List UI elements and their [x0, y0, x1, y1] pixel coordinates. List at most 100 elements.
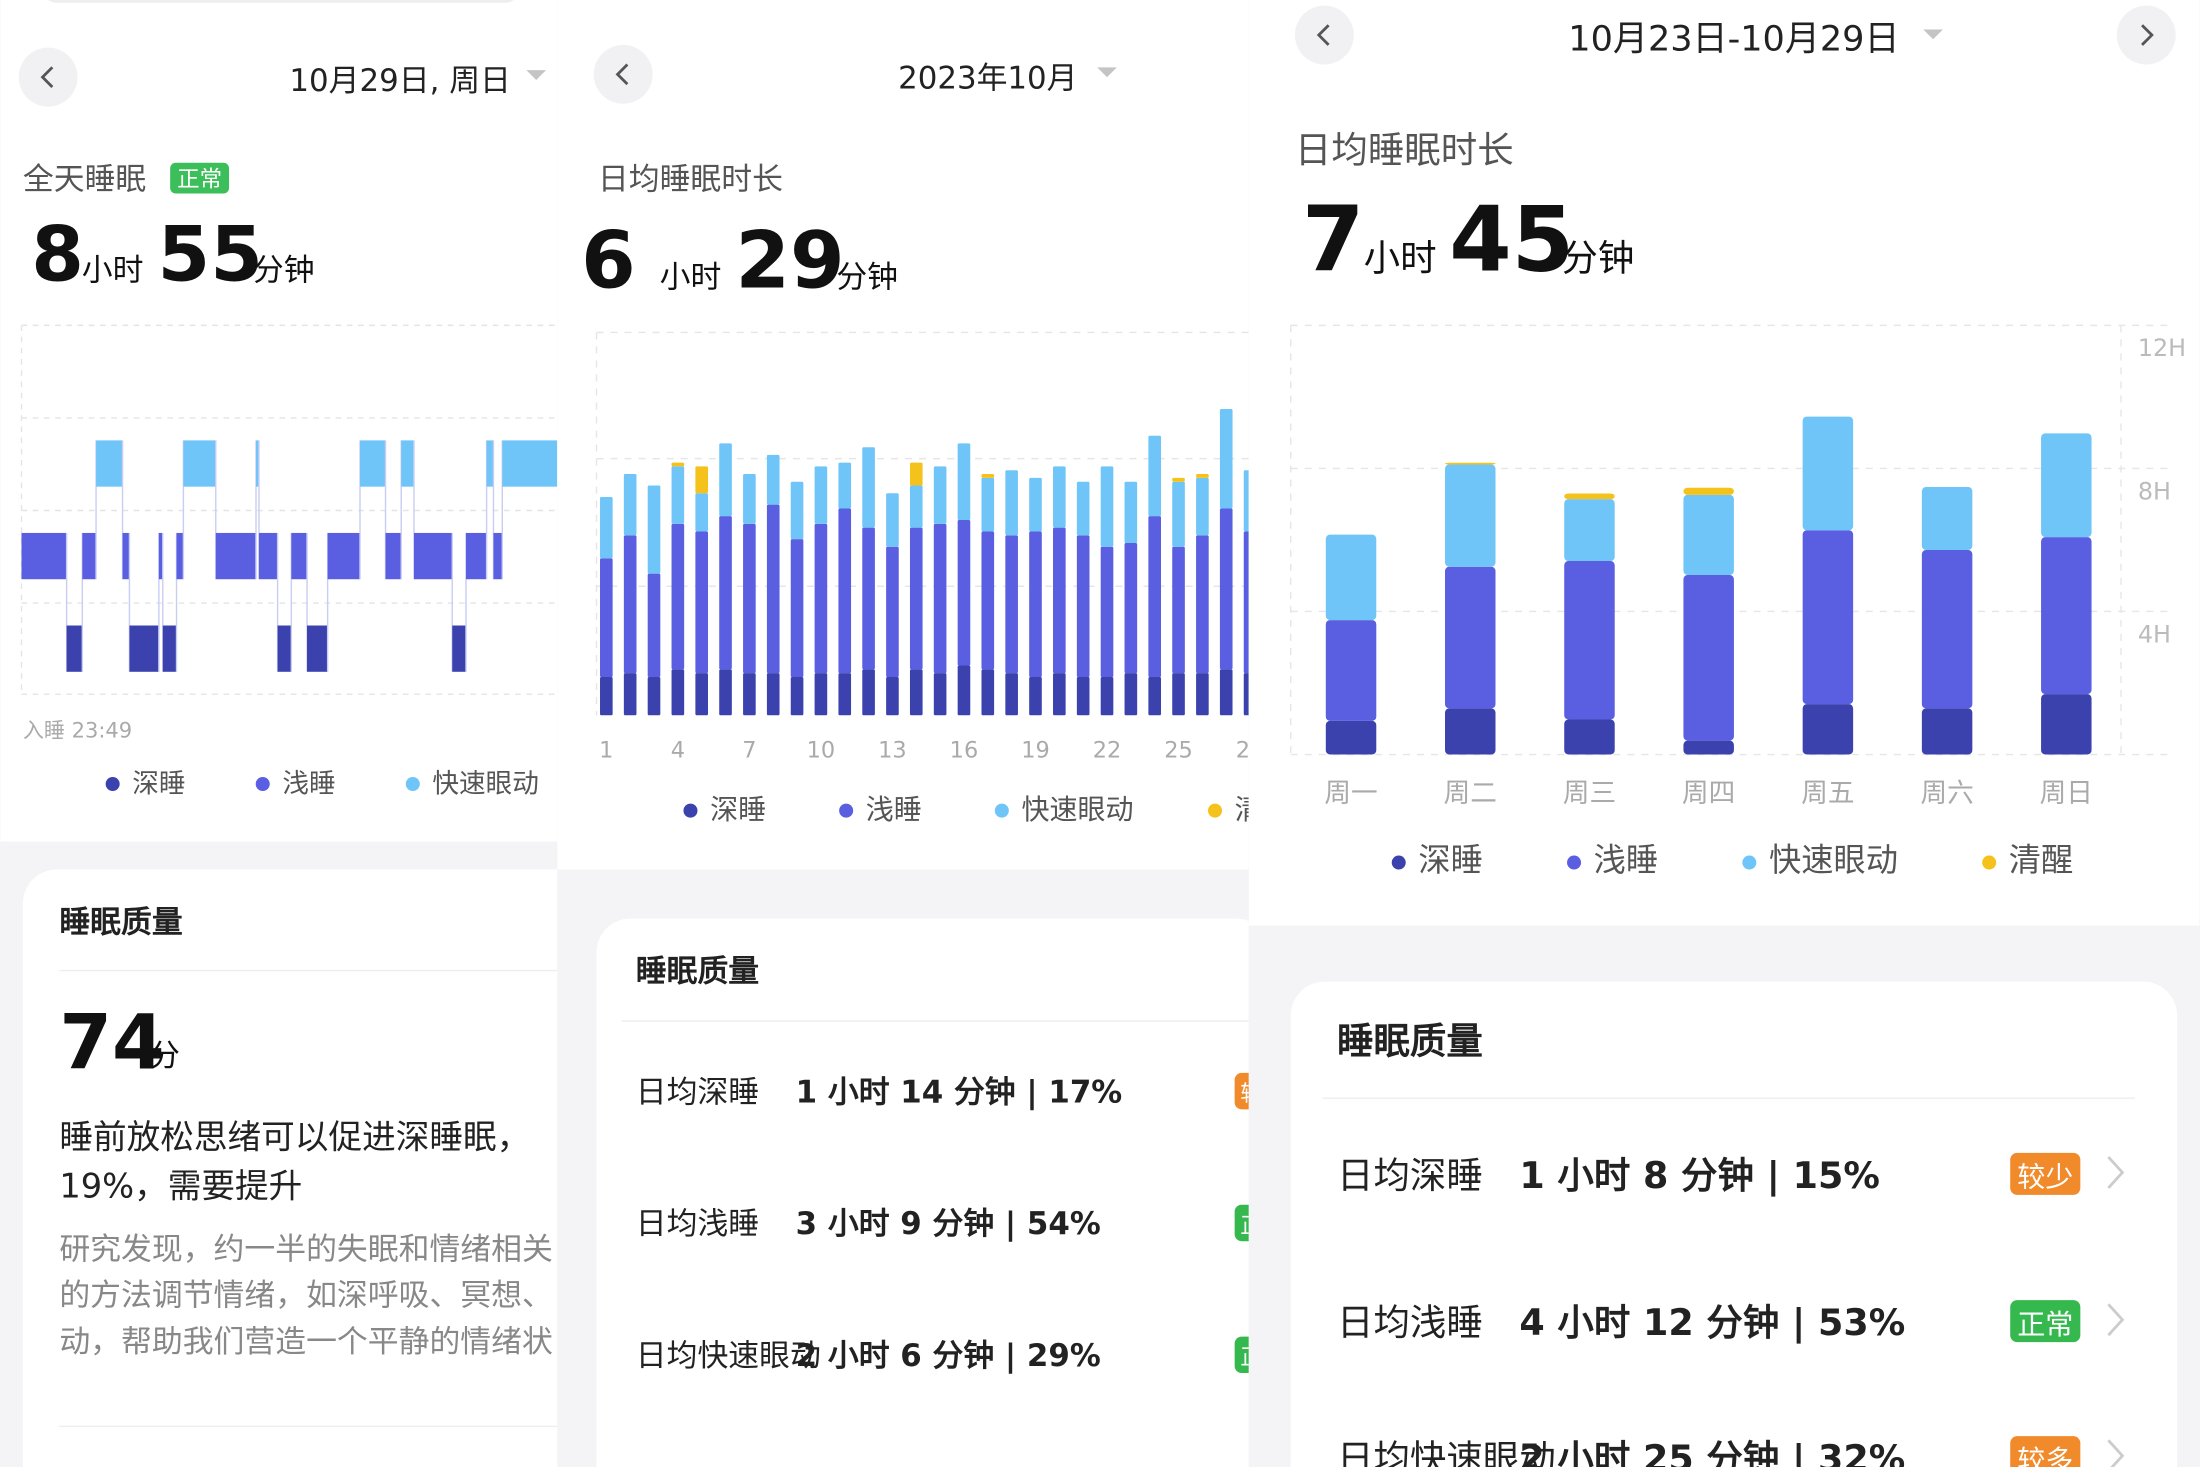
- bar-segment: [957, 443, 971, 520]
- bar-segment: [933, 523, 947, 674]
- bar-segment: [838, 462, 852, 509]
- stage-segment: [327, 532, 361, 580]
- x-tick-label: 28: [1236, 737, 1265, 763]
- bar-segment: [957, 519, 971, 666]
- bar-segment: [909, 527, 923, 670]
- bar-segment: [1683, 494, 1734, 576]
- row-label: 日均快速眼动: [1337, 1437, 1556, 1467]
- bar-segment: [1802, 704, 1854, 755]
- bar-segment: [1172, 481, 1185, 547]
- badge: [2010, 1152, 2081, 1195]
- bar-segment: [600, 558, 613, 677]
- legend-dot: [405, 776, 420, 792]
- bar-segment: [1445, 566, 1496, 709]
- bar-segment: [838, 508, 852, 674]
- dropdown-icon: [526, 70, 547, 80]
- bar-segment: [957, 665, 971, 716]
- badge-text: 较多: [2017, 1444, 2073, 1467]
- legend-label: 清醒: [2009, 841, 2073, 879]
- score-unit: 分: [149, 1038, 180, 1074]
- legend-dot: [1567, 855, 1582, 870]
- x-tick-label: 周日: [2040, 778, 2093, 809]
- x-tick-label: 10: [807, 737, 836, 763]
- bar-segment: [1124, 481, 1138, 543]
- bar-segment: [1100, 546, 1114, 677]
- date-selector[interactable]: 10月29日, 周日: [289, 63, 510, 99]
- bar-segment: [1325, 620, 1377, 721]
- bar-segment: [1921, 549, 1973, 709]
- x-tick-label: 22: [1093, 737, 1122, 763]
- back-button[interactable]: [593, 44, 653, 104]
- stage-segment: [401, 440, 414, 487]
- bar-segment: [1076, 481, 1090, 536]
- chevron-icon: [2141, 24, 2154, 46]
- date-selector[interactable]: 10月23日-10月29日: [1568, 18, 1899, 59]
- duration-unit: 小时: [82, 252, 144, 288]
- row-chevron[interactable]: [2107, 1303, 2125, 1337]
- bar-segment: [862, 527, 875, 670]
- bar-segment: [814, 673, 828, 716]
- bar-segment: [1564, 719, 1615, 755]
- bar-segment: [671, 523, 685, 670]
- stage-segment: [385, 532, 402, 580]
- row-value: 1 小时 8 分钟 | 15%: [1519, 1154, 1880, 1198]
- stage-segment: [465, 532, 487, 580]
- bar-segment: [695, 466, 709, 494]
- bar-segment: [1172, 477, 1185, 482]
- bar-segment: [1029, 531, 1042, 677]
- bar-segment: [1005, 673, 1018, 716]
- legend-label: 浅睡: [1594, 841, 1659, 879]
- bar-segment: [1053, 527, 1066, 674]
- row-label: 日均快速眼动: [636, 1338, 821, 1374]
- body-text: 的方法调节情绪，如深呼吸、冥想、: [59, 1278, 553, 1314]
- bar-segment: [600, 497, 613, 559]
- bar-segment: [981, 531, 995, 670]
- row-value: 2 小时 25 分钟 | 32%: [1519, 1437, 1905, 1467]
- panel-bg: [557, 0, 1249, 870]
- row-chevron[interactable]: [2107, 1439, 2125, 1467]
- bar-segment: [933, 466, 947, 524]
- bar-segment: [1148, 516, 1162, 677]
- legend-dot: [994, 803, 1009, 818]
- bar-segment: [647, 485, 661, 574]
- x-tick-label: 周三: [1563, 778, 1616, 809]
- badge-text: 较少: [1240, 1081, 1285, 1107]
- row-value: 3 小时 9 分钟 | 54%: [796, 1206, 1101, 1242]
- forward-button[interactable]: [2116, 5, 2176, 65]
- bar-segment: [1076, 676, 1090, 716]
- date-selector[interactable]: 2023年10月: [898, 60, 1077, 96]
- bar-segment: [671, 466, 685, 524]
- legend-label: 浅睡: [866, 793, 922, 826]
- legend-label: 快速眼动: [1021, 793, 1133, 826]
- body-text: 动，帮助我们营造一个平静的情绪状: [59, 1324, 553, 1360]
- bar-segment: [1921, 487, 1973, 550]
- bar-segment: [933, 673, 947, 716]
- back-button[interactable]: [18, 47, 78, 107]
- bar-segment: [909, 669, 923, 716]
- chevron-icon: [615, 63, 629, 86]
- bar-segment: [695, 531, 709, 674]
- duration-unit: 小时: [1364, 237, 1437, 280]
- legend-label: 快速眼动: [432, 768, 538, 799]
- bar-segment: [671, 669, 685, 716]
- section-title: 日均睡眠时长: [598, 161, 783, 197]
- back-button[interactable]: [1294, 5, 1354, 65]
- row-value: 4 小时 12 分钟 | 53%: [1519, 1301, 1905, 1345]
- bar-segment: [1124, 542, 1138, 674]
- x-tick-label: 13: [878, 737, 907, 763]
- bar-segment: [790, 676, 804, 716]
- bar-segment: [838, 673, 852, 716]
- duration-minutes: 29: [735, 215, 844, 307]
- badge-text: 较少: [2017, 1161, 2073, 1194]
- legend-label: 深睡: [1418, 841, 1483, 879]
- bar-segment: [623, 535, 637, 674]
- bar-segment: [981, 669, 995, 716]
- bar-segment: [886, 546, 899, 677]
- bar-segment: [1196, 477, 1209, 536]
- bar-segment: [1219, 508, 1233, 670]
- bar-segment: [909, 485, 923, 528]
- bar-segment: [600, 676, 613, 716]
- row-chevron[interactable]: [2107, 1156, 2125, 1189]
